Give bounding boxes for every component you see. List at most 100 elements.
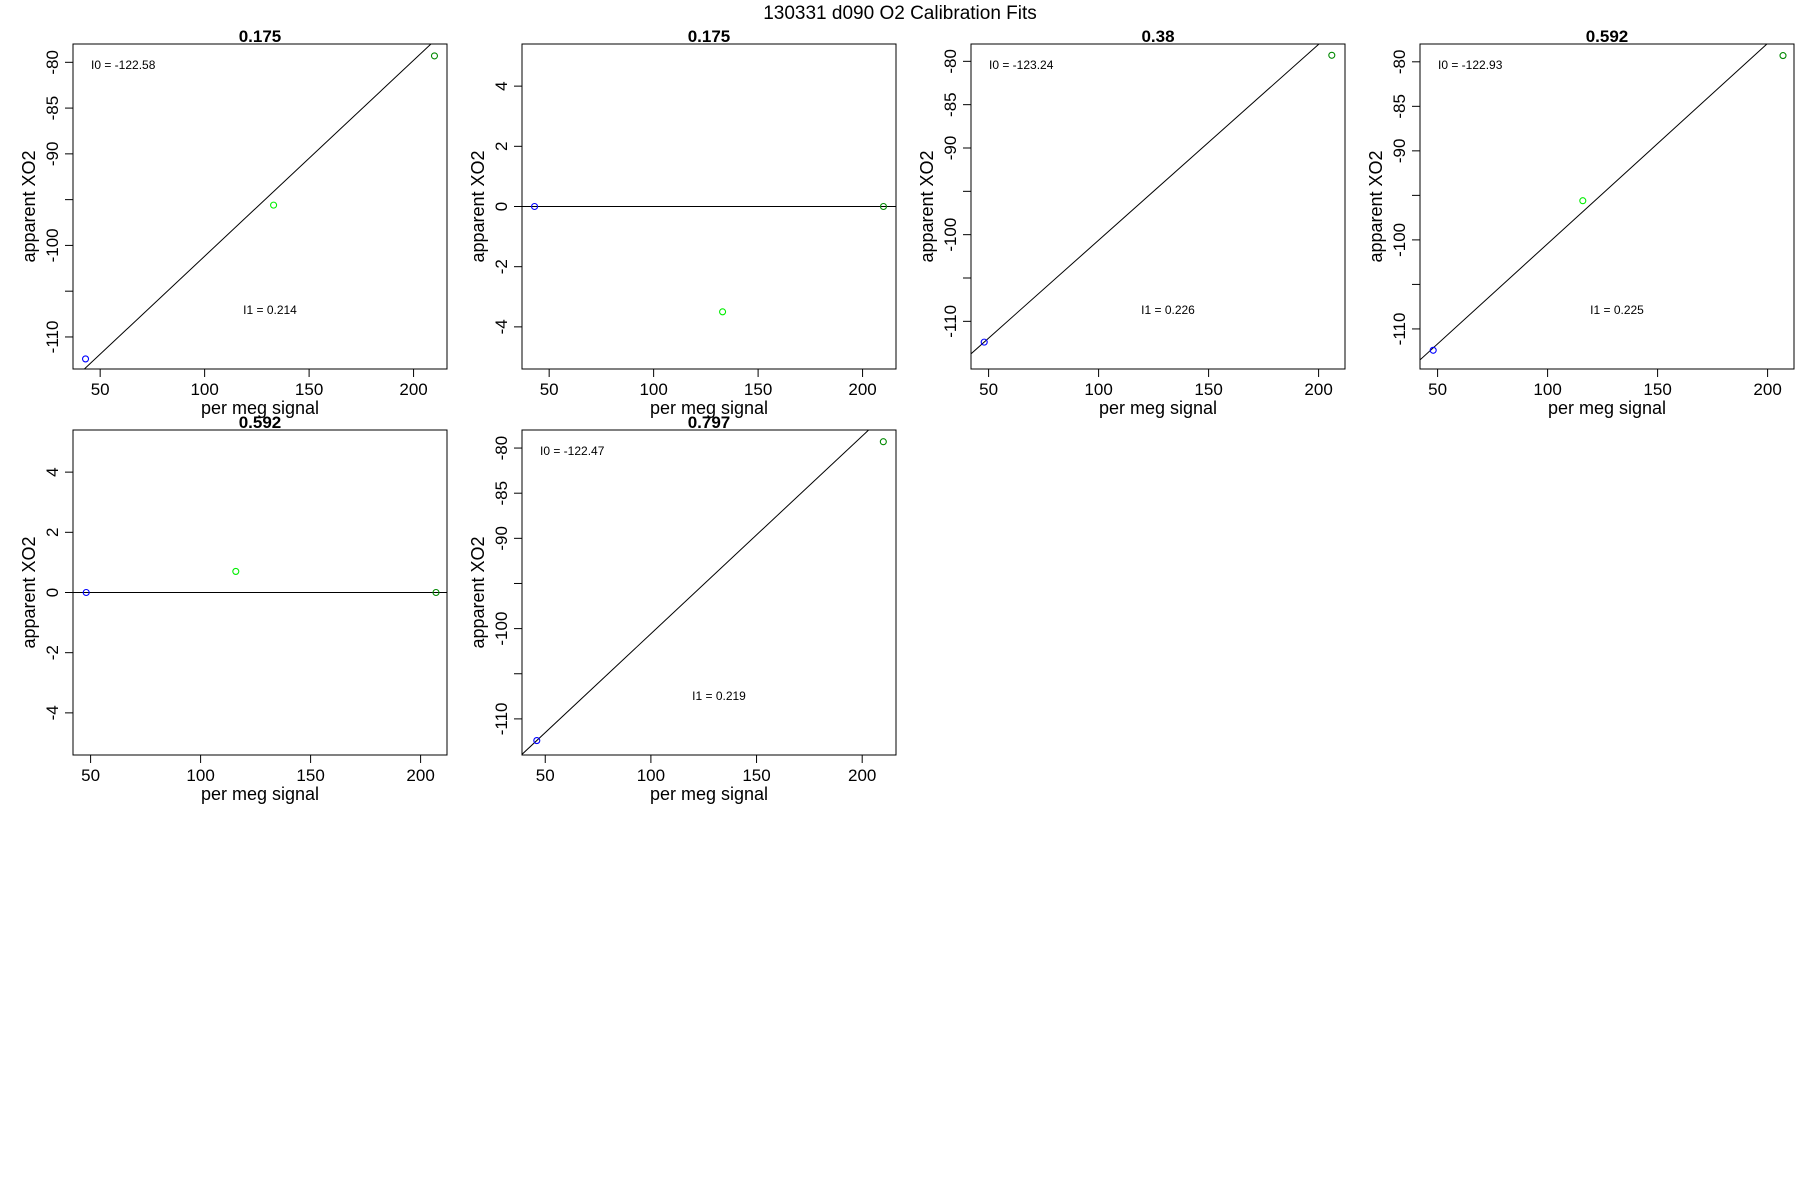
y-tick-label: -85 <box>492 481 511 506</box>
x-tick-label: 200 <box>1304 380 1332 399</box>
y-axis-label: apparent XO2 <box>917 150 937 262</box>
y-tick-label: -90 <box>43 142 62 167</box>
y-tick-label: -90 <box>492 526 511 551</box>
calibration-panel: 0.175 50 100 150 200 -4 -2 0 2 4 per meg signal app… <box>468 27 897 418</box>
y-tick-label: -80 <box>1390 50 1409 75</box>
data-point <box>82 588 90 597</box>
y-tick-label: -80 <box>43 50 62 75</box>
y-axis-label: apparent XO2 <box>468 536 488 648</box>
calibration-panel: 0.797 50 100 150 200 -110 -100 -90 -85 -80 per meg… <box>468 413 897 804</box>
x-tick-label: 150 <box>744 380 772 399</box>
fit-annotation: I0 = -122.58 <box>91 58 156 72</box>
x-axis-label: per meg signal <box>201 784 319 804</box>
y-tick-label: 4 <box>43 467 62 476</box>
data-point <box>533 737 541 745</box>
calibration-panel: 0.592 50 100 150 200 -110 -100 -90 -85 -80 per meg… <box>1366 27 1795 418</box>
data-point <box>1429 346 1437 354</box>
y-tick-label: -4 <box>43 705 62 720</box>
data-point <box>1579 197 1587 205</box>
plot-frame <box>970 43 1346 370</box>
y-tick-label: -2 <box>492 259 511 274</box>
y-tick-label: -85 <box>1390 94 1409 119</box>
x-tick-label: 100 <box>1084 380 1112 399</box>
x-tick-label: 100 <box>637 766 665 785</box>
y-tick-label: -100 <box>492 612 511 646</box>
figure-title: 130331 d090 O2 Calibration Fits <box>763 3 1037 24</box>
x-tick-label: 200 <box>1753 380 1781 399</box>
plot-frame <box>521 429 897 756</box>
data-point <box>719 308 727 316</box>
fit-annotation: I1 = 0.219 <box>692 689 746 703</box>
fit-line <box>83 44 432 369</box>
x-tick-label: 200 <box>399 380 427 399</box>
x-tick-label: 150 <box>295 380 323 399</box>
y-tick-label: -90 <box>1390 139 1409 164</box>
data-point <box>530 202 539 211</box>
data-point <box>81 355 90 363</box>
y-tick-label: -85 <box>941 92 960 117</box>
plot-frame <box>72 43 448 370</box>
calibration-panel: 0.38 50 100 150 200 -110 -100 -90 -85 -80 per meg … <box>917 27 1346 418</box>
x-tick-label: 150 <box>742 766 770 785</box>
x-axis-label: per meg signal <box>1099 398 1217 418</box>
fit-annotation: I0 = -123.24 <box>989 58 1054 72</box>
y-tick-label: -85 <box>43 96 62 121</box>
x-axis-label: per meg signal <box>1548 398 1666 418</box>
x-axis-label: per meg signal <box>650 784 768 804</box>
data-point <box>1328 51 1336 59</box>
x-axis-label: per meg signal <box>650 398 768 418</box>
x-tick-label: 150 <box>1643 380 1671 399</box>
y-tick-label: -110 <box>941 305 960 338</box>
y-tick-label: -110 <box>43 321 62 354</box>
y-axis-label: apparent XO2 <box>19 150 39 262</box>
x-axis-label: per meg signal <box>201 398 319 418</box>
calibration-panel: 0.592 50 100 150 200 -4 -2 0 2 4 per meg signal app… <box>19 413 448 804</box>
x-tick-label: 50 <box>1428 380 1447 399</box>
fit-annotation: I1 = 0.226 <box>1141 303 1195 317</box>
data-point <box>980 338 988 346</box>
x-tick-label: 150 <box>1194 380 1222 399</box>
x-tick-label: 100 <box>1533 380 1561 399</box>
y-axis-label: apparent XO2 <box>19 536 39 648</box>
y-tick-label: 0 <box>43 588 62 597</box>
data-point <box>232 567 240 575</box>
plot-frame <box>1419 43 1795 370</box>
x-tick-label: 100 <box>639 380 667 399</box>
panel-title: 0.38 <box>1141 27 1174 46</box>
panel-title: 0.592 <box>1586 27 1629 46</box>
fit-line <box>1420 44 1768 361</box>
x-tick-label: 50 <box>536 766 555 785</box>
data-point <box>1779 52 1787 60</box>
x-tick-label: 50 <box>91 380 110 399</box>
data-point <box>430 52 439 60</box>
panel-title: 0.797 <box>688 413 731 432</box>
x-tick-label: 50 <box>81 766 100 785</box>
y-tick-label: -110 <box>1390 313 1409 346</box>
y-tick-label: 2 <box>43 528 62 537</box>
x-tick-label: 100 <box>186 766 214 785</box>
y-tick-label: -80 <box>492 436 511 461</box>
y-tick-label: 2 <box>492 142 511 151</box>
y-tick-label: 4 <box>492 81 511 90</box>
fit-annotation: I1 = 0.214 <box>243 303 297 317</box>
x-tick-label: 200 <box>848 766 876 785</box>
x-tick-label: 200 <box>848 380 876 399</box>
y-tick-label: -110 <box>492 703 511 736</box>
fit-annotation: I0 = -122.93 <box>1438 58 1503 72</box>
x-tick-label: 100 <box>190 380 218 399</box>
calibration-panel: 0.175 50 100 150 200 -110 -100 -90 -85 -80 per meg… <box>19 27 448 418</box>
x-tick-label: 150 <box>296 766 324 785</box>
y-tick-label: -90 <box>941 136 960 161</box>
x-tick-label: 50 <box>540 380 559 399</box>
panel-title: 0.592 <box>239 413 282 432</box>
x-tick-label: 50 <box>979 380 998 399</box>
fit-annotation: I0 = -122.47 <box>540 444 605 458</box>
y-tick-label: -100 <box>43 228 62 262</box>
y-tick-label: -4 <box>492 319 511 334</box>
y-tick-label: -100 <box>941 218 960 252</box>
fit-line <box>971 44 1320 355</box>
fit-annotation: I1 = 0.225 <box>1590 303 1644 317</box>
y-axis-label: apparent XO2 <box>1366 150 1386 262</box>
